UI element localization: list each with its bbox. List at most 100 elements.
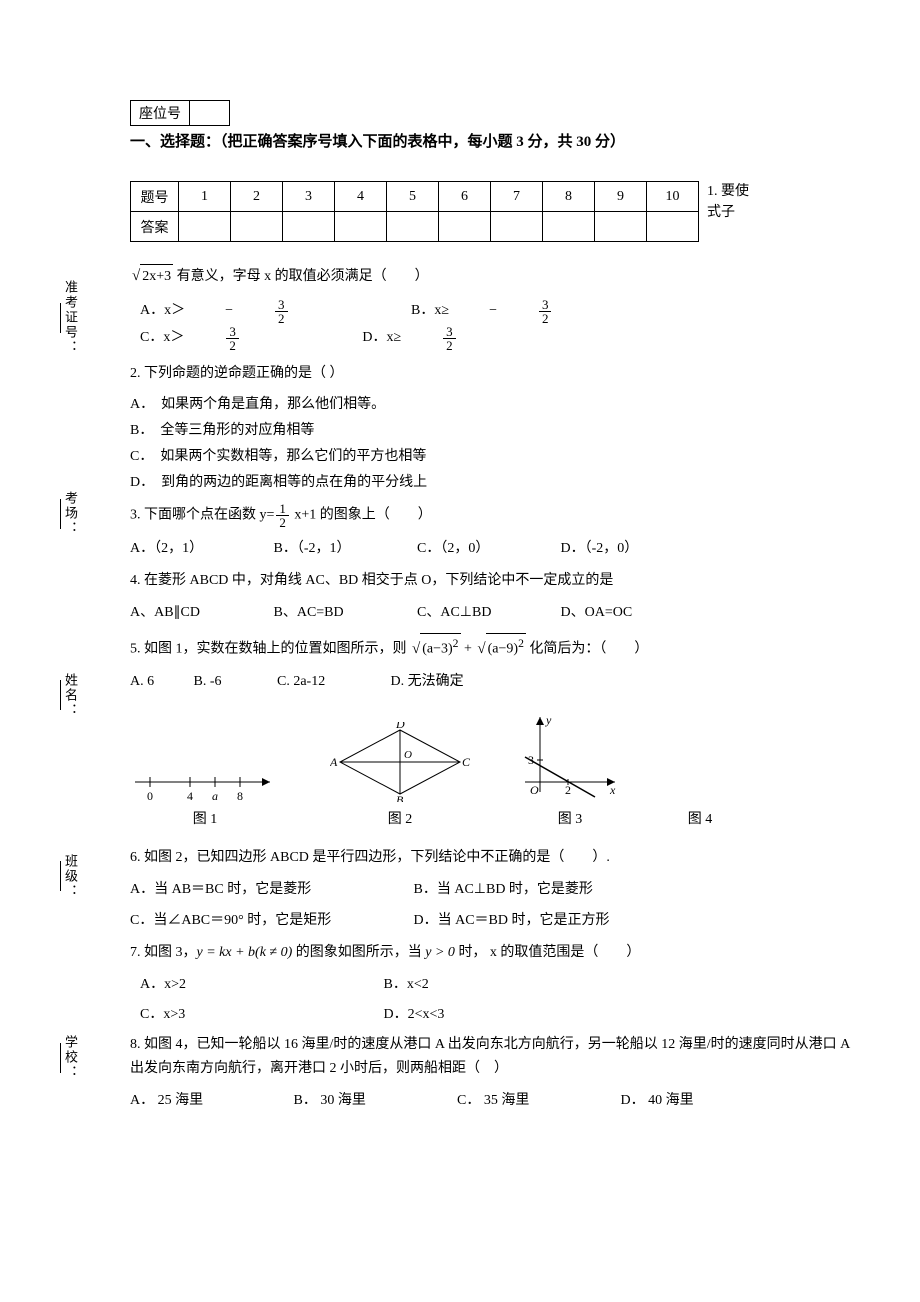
svg-text:8: 8: [237, 789, 243, 802]
q1-optC: C．x＞32: [140, 325, 319, 352]
svg-text:A: A: [330, 755, 338, 769]
ans-10: [647, 212, 699, 242]
svg-text:0: 0: [147, 789, 153, 802]
q5: 5. 如图 1，实数在数轴上的位置如图所示，则 (a−3)2 + (a−9)2 …: [130, 633, 860, 662]
svg-text:2: 2: [565, 783, 571, 797]
q1: 2x+3 有意义，字母 x 的取值必须满足（ ）: [130, 264, 860, 290]
q6-options-row1: A．当 AB＝BC 时，它是菱形 B．当 AC⊥BD 时，它是菱形: [130, 878, 860, 902]
figure-row: 0 4 a 8 D A C B O: [130, 712, 860, 802]
q6-optC: C．当∠ABC＝90° 时，它是矩形: [130, 909, 410, 933]
col-1: 1: [179, 182, 231, 212]
q8-stem: 8. 如图 4，已知一轮船以 16 海里/时的速度从港口 A 出发向东北方向航行…: [130, 1033, 860, 1081]
svg-text:y: y: [545, 713, 552, 727]
ans-3: [283, 212, 335, 242]
seat-blank: [190, 101, 230, 126]
col-8: 8: [543, 182, 595, 212]
q6-optD: D．当 AC＝BD 时，它是正方形: [414, 913, 610, 928]
col-7: 7: [491, 182, 543, 212]
figure-captions: 图 1 图 2 图 3 图 4: [130, 808, 860, 828]
col-10: 10: [647, 182, 699, 212]
q3-optB: B．（-2，1）: [274, 537, 414, 561]
q4-stem: 4. 在菱形 ABCD 中，对角线 AC、BD 相交于点 O，下列结论中不一定成…: [130, 569, 860, 593]
q5-options: A. 6 B. -6 C. 2a-12 D. 无法确定: [130, 670, 860, 694]
svg-text:B: B: [396, 793, 404, 802]
fig1: 0 4 a 8: [130, 752, 280, 802]
svg-text:D: D: [395, 722, 405, 731]
q5-optD: D. 无法确定: [391, 670, 511, 694]
q8-optB: B． 30 海里: [294, 1089, 454, 1113]
ans-9: [595, 212, 647, 242]
cap4: 图 4: [670, 808, 730, 828]
q2-stem: 2. 下列命题的逆命题正确的是（ ）: [130, 362, 860, 386]
cap3: 图 3: [520, 808, 620, 828]
col-5: 5: [387, 182, 439, 212]
q1-sqrt: 2x+3: [130, 264, 173, 290]
q3-options: A．（2，1） B．（-2，1） C．（2，0） D．（-2，0）: [130, 537, 860, 561]
seat-table: 座位号: [130, 100, 230, 126]
q4-optA: A、AB∥CD: [130, 601, 270, 625]
col-4: 4: [335, 182, 387, 212]
ans-6: [439, 212, 491, 242]
q6-optB: B．当 AC⊥BD 时，它是菱形: [414, 882, 593, 897]
svg-text:O: O: [404, 749, 412, 761]
q7-options-row1: A．x>2 B．x<2: [140, 973, 860, 993]
q7-optA: A．x>2: [140, 973, 340, 993]
q6-options-row2: C．当∠ABC＝90° 时，它是矩形 D．当 AC＝BD 时，它是正方形: [130, 909, 860, 933]
q7-optB: B．x<2: [384, 973, 429, 993]
col-6: 6: [439, 182, 491, 212]
section1-title: 一、选择题：（把正确答案序号填入下面的表格中，每小题 3 分，共 30 分）: [130, 130, 860, 151]
ans-2: [231, 212, 283, 242]
svg-text:3: 3: [528, 753, 534, 767]
q1-lead: 1. 要使 式子: [707, 181, 749, 223]
ans-1: [179, 212, 231, 242]
q5-optA: A. 6: [130, 670, 190, 694]
svg-text:O: O: [530, 783, 539, 797]
q3-optD: D．（-2，0）: [561, 537, 701, 561]
q2-optC: C． 如果两个实数相等，那么它们的平方也相等: [130, 445, 860, 469]
q8-optA: A． 25 海里: [130, 1089, 290, 1113]
q8-optD: D． 40 海里: [621, 1089, 781, 1113]
q8-options: A． 25 海里 B． 30 海里 C． 35 海里 D． 40 海里: [130, 1089, 860, 1113]
q5-optC: C. 2a-12: [277, 670, 387, 694]
svg-text:a: a: [212, 789, 218, 802]
q3-optA: A．（2，1）: [130, 537, 270, 561]
answer-row-label: 答案: [131, 212, 179, 242]
svg-text:C: C: [462, 755, 470, 769]
ans-5: [387, 212, 439, 242]
q3: 3. 下面哪个点在函数 y=12 x+1 的图象上（ ）: [130, 502, 860, 529]
svg-text:4: 4: [187, 789, 193, 802]
q1-optD: D．x≥32: [362, 325, 535, 352]
cap2: 图 2: [330, 808, 470, 828]
col-2: 2: [231, 182, 283, 212]
ans-7: [491, 212, 543, 242]
q6-optA: A．当 AB＝BC 时，它是菱形: [130, 878, 410, 902]
q4-optB: B、AC=BD: [274, 601, 414, 625]
q2-optD: D． 到角的两边的距离相等的点在角的平分线上: [130, 471, 860, 495]
col-3: 3: [283, 182, 335, 212]
fig3: y x 3 2 O: [520, 712, 620, 802]
q3-optC: C．（2，0）: [417, 537, 557, 561]
answer-header-label: 题号: [131, 182, 179, 212]
ans-8: [543, 212, 595, 242]
q7-optC: C．x>3: [140, 1003, 340, 1023]
seat-label: 座位号: [131, 101, 190, 126]
svg-text:x: x: [609, 783, 616, 797]
q7-options-row2: C．x>3 D．2<x<3: [140, 1003, 860, 1023]
q4-optC: C、AC⊥BD: [417, 601, 557, 625]
ans-4: [335, 212, 387, 242]
q5-optB: B. -6: [194, 670, 274, 694]
answer-table: 题号 1 2 3 4 5 6 7 8 9 10 答案: [130, 181, 699, 242]
cap1: 图 1: [130, 808, 280, 828]
q4-optD: D、OA=OC: [561, 601, 701, 625]
q6-stem: 6. 如图 2，已知四边形 ABCD 是平行四边形，下列结论中不正确的是（ ）.: [130, 846, 860, 870]
q4-options: A、AB∥CD B、AC=BD C、AC⊥BD D、OA=OC: [130, 601, 860, 625]
col-9: 9: [595, 182, 647, 212]
q1-tail: 有意义，字母 x 的取值必须满足（ ）: [177, 269, 429, 284]
q1-options: A．x＞−32 B．x≥−32 C．x＞32 D．x≥32: [140, 298, 860, 352]
q2-optA: A． 如果两个角是直角，那么他们相等。: [130, 393, 860, 417]
q8-optC: C． 35 海里: [457, 1089, 617, 1113]
q7: 7. 如图 3，y = kx + b(k ≠ 0) 的图象如图所示，当 y > …: [130, 941, 860, 965]
q2-optB: B． 全等三角形的对应角相等: [130, 419, 860, 443]
q7-optD: D．2<x<3: [384, 1003, 445, 1023]
q1-optA: A．x＞−32: [140, 298, 368, 325]
